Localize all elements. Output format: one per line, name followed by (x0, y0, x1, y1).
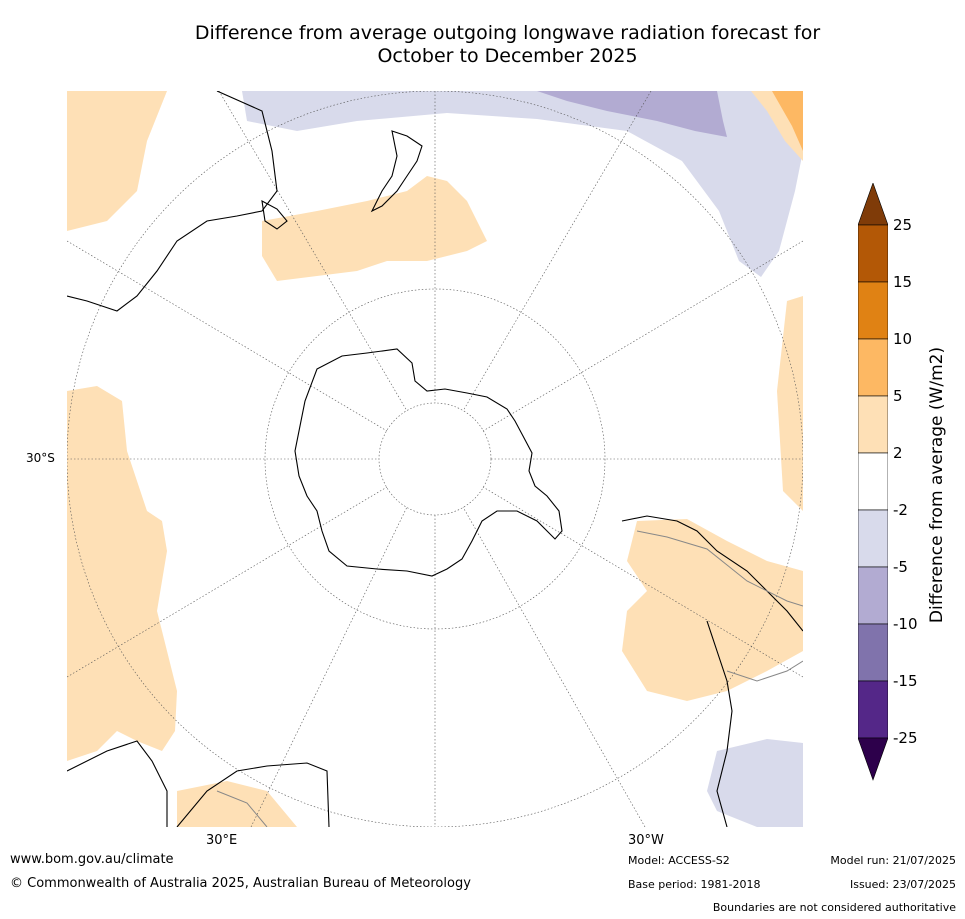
antarctica-coastline (294, 348, 563, 577)
colorbar-tick-label: -10 (893, 615, 918, 633)
anomaly-light-orange-east-strip (777, 296, 803, 511)
anomaly-light-orange-south-america (622, 519, 803, 701)
coastlines (67, 91, 803, 827)
colorbar-swatch (858, 338, 888, 397)
colorbar-swatch (858, 452, 888, 511)
australia-coastline (67, 91, 278, 312)
anomaly-dark-orange-patch-ne (772, 91, 803, 151)
colorbar-tick-label: -5 (893, 558, 908, 576)
colorbar-swatch (858, 395, 888, 454)
footer-model-run: Model run: 21/07/2025 (830, 854, 956, 867)
map-svg (67, 91, 803, 827)
colorbar-tick-label: -2 (893, 501, 908, 519)
colorbar-swatch (858, 623, 888, 682)
anomaly-mid-purple-region (537, 91, 727, 137)
colorbar-swatch (858, 509, 888, 568)
graticule (67, 91, 803, 827)
lon-label-30e: 30°E (206, 833, 238, 848)
colorbar (858, 183, 958, 783)
footer-website: www.bom.gov.au/climate (10, 852, 174, 867)
country-boundaries (216, 530, 803, 827)
footer-disclaimer: Boundaries are not considered authoritat… (712, 901, 956, 914)
footer-copyright: © Commonwealth of Australia 2025, Austra… (10, 876, 471, 891)
title-line-2: October to December 2025 (377, 45, 638, 67)
anomaly-light-orange-west-lower (67, 386, 177, 761)
south-america-coastline (621, 515, 803, 827)
footer-issued: Issued: 23/07/2025 (849, 878, 956, 891)
lat-label-30s: 30°S (26, 451, 55, 465)
footer-base-period: Base period: 1981-2018 (628, 878, 761, 891)
map-title: Difference from average outgoing longwav… (95, 22, 920, 68)
colorbar-tick-label: -25 (893, 729, 918, 747)
colorbar-tick-label: -15 (893, 672, 918, 690)
title-line-1: Difference from average outgoing longwav… (194, 22, 821, 44)
lon-label-30w: 30°W (628, 833, 664, 848)
anomaly-light-orange-west (67, 91, 167, 231)
tasmania-coastline (261, 200, 288, 230)
anomaly-light-purple-region (242, 91, 803, 277)
colorbar-tick-label: 25 (893, 216, 913, 234)
colorbar-extend-min (858, 737, 888, 781)
colorbar-swatch (858, 680, 888, 739)
new-zealand-coastline (370, 130, 423, 213)
colorbar-tick-label: 15 (893, 273, 913, 291)
footer-model: Model: ACCESS-S2 (628, 854, 730, 867)
africa-coastline (67, 740, 330, 827)
anomaly-light-orange-tasman (262, 176, 487, 281)
anomaly-light-orange-southwest (177, 781, 297, 827)
colorbar-extend-max (858, 183, 888, 226)
colorbar-tick-label: 5 (893, 387, 903, 405)
colorbar-swatch (858, 224, 888, 283)
colorbar-tick-label: 10 (893, 330, 913, 348)
colorbar-swatch (858, 566, 888, 625)
anomaly-light-purple-region-south (707, 739, 803, 827)
colorbar-label: Difference from average (W/m2) (927, 346, 947, 624)
polar-map (67, 91, 803, 827)
colorbar-tick-label: 2 (893, 444, 903, 462)
colorbar-swatch (858, 281, 888, 340)
colorbar-swatches (858, 183, 888, 781)
